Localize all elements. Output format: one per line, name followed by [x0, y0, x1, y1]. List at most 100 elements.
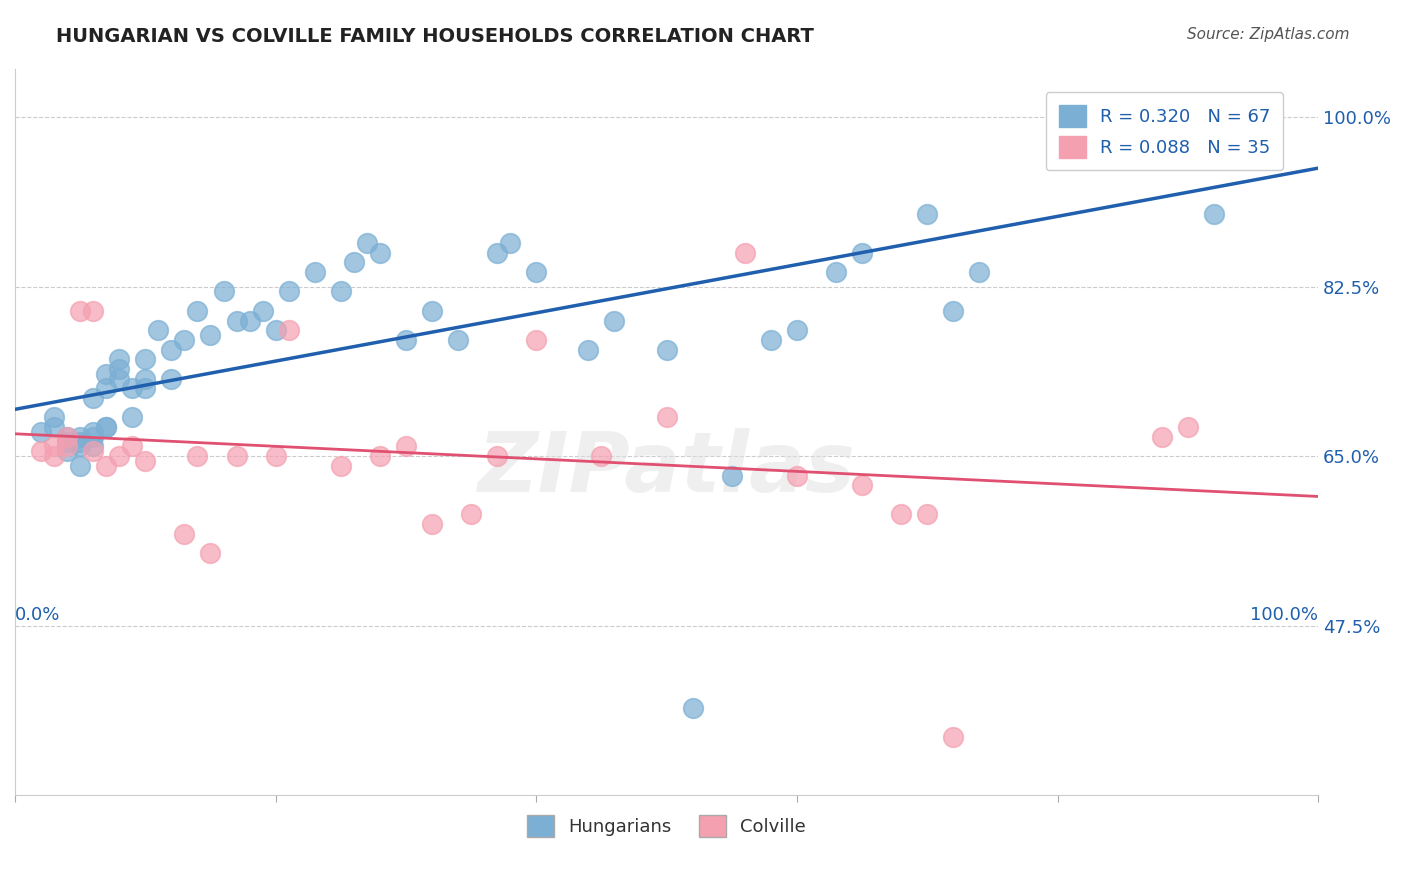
- Point: [186, 303, 208, 318]
- Point: [69, 434, 91, 449]
- Point: [447, 333, 470, 347]
- Point: [121, 381, 143, 395]
- Point: [42, 440, 65, 454]
- Point: [942, 731, 965, 745]
- Point: [277, 323, 299, 337]
- Point: [56, 430, 79, 444]
- Point: [329, 285, 352, 299]
- Point: [108, 362, 131, 376]
- Point: [82, 303, 104, 318]
- Point: [82, 430, 104, 444]
- Point: [69, 440, 91, 454]
- Point: [1202, 207, 1225, 221]
- Point: [395, 333, 418, 347]
- Point: [682, 701, 704, 715]
- Point: [252, 303, 274, 318]
- Point: [96, 420, 118, 434]
- Point: [851, 245, 873, 260]
- Point: [82, 425, 104, 439]
- Point: [734, 245, 756, 260]
- Legend: Hungarians, Colville: Hungarians, Colville: [520, 808, 813, 845]
- Point: [160, 372, 183, 386]
- Point: [343, 255, 366, 269]
- Point: [277, 285, 299, 299]
- Point: [524, 333, 547, 347]
- Point: [890, 508, 912, 522]
- Point: [96, 367, 118, 381]
- Point: [173, 333, 195, 347]
- Point: [69, 303, 91, 318]
- Point: [420, 516, 443, 531]
- Point: [1150, 430, 1173, 444]
- Point: [148, 323, 170, 337]
- Point: [786, 468, 808, 483]
- Point: [225, 449, 247, 463]
- Point: [786, 323, 808, 337]
- Point: [56, 434, 79, 449]
- Point: [603, 313, 626, 327]
- Point: [134, 381, 156, 395]
- Point: [1150, 139, 1173, 153]
- Point: [173, 526, 195, 541]
- Text: 100.0%: 100.0%: [1250, 607, 1319, 624]
- Point: [134, 454, 156, 468]
- Point: [395, 440, 418, 454]
- Point: [200, 546, 222, 560]
- Text: 0.0%: 0.0%: [15, 607, 60, 624]
- Point: [264, 449, 287, 463]
- Point: [460, 508, 482, 522]
- Point: [576, 343, 599, 357]
- Point: [186, 449, 208, 463]
- Point: [134, 352, 156, 367]
- Point: [96, 381, 118, 395]
- Point: [524, 265, 547, 279]
- Point: [969, 265, 991, 279]
- Point: [56, 444, 79, 458]
- Point: [121, 410, 143, 425]
- Point: [486, 449, 509, 463]
- Point: [1177, 420, 1199, 434]
- Point: [915, 207, 938, 221]
- Point: [108, 372, 131, 386]
- Point: [825, 265, 848, 279]
- Point: [30, 425, 52, 439]
- Point: [759, 333, 782, 347]
- Point: [1111, 129, 1133, 144]
- Point: [82, 440, 104, 454]
- Point: [42, 410, 65, 425]
- Point: [942, 303, 965, 318]
- Point: [108, 352, 131, 367]
- Point: [82, 391, 104, 405]
- Point: [1046, 110, 1069, 124]
- Point: [96, 458, 118, 473]
- Text: HUNGARIAN VS COLVILLE FAMILY HOUSEHOLDS CORRELATION CHART: HUNGARIAN VS COLVILLE FAMILY HOUSEHOLDS …: [56, 27, 814, 45]
- Point: [200, 328, 222, 343]
- Point: [591, 449, 613, 463]
- Point: [368, 245, 391, 260]
- Point: [134, 372, 156, 386]
- Point: [356, 235, 378, 250]
- Point: [56, 430, 79, 444]
- Point: [1085, 110, 1108, 124]
- Point: [655, 410, 678, 425]
- Point: [851, 478, 873, 492]
- Point: [69, 458, 91, 473]
- Point: [304, 265, 326, 279]
- Point: [42, 420, 65, 434]
- Point: [96, 420, 118, 434]
- Point: [720, 468, 742, 483]
- Point: [368, 449, 391, 463]
- Point: [655, 343, 678, 357]
- Point: [30, 444, 52, 458]
- Point: [56, 440, 79, 454]
- Point: [121, 440, 143, 454]
- Point: [264, 323, 287, 337]
- Point: [915, 508, 938, 522]
- Text: Source: ZipAtlas.com: Source: ZipAtlas.com: [1187, 27, 1350, 42]
- Point: [212, 285, 235, 299]
- Point: [82, 444, 104, 458]
- Point: [1177, 110, 1199, 124]
- Point: [499, 235, 522, 250]
- Point: [42, 449, 65, 463]
- Point: [108, 449, 131, 463]
